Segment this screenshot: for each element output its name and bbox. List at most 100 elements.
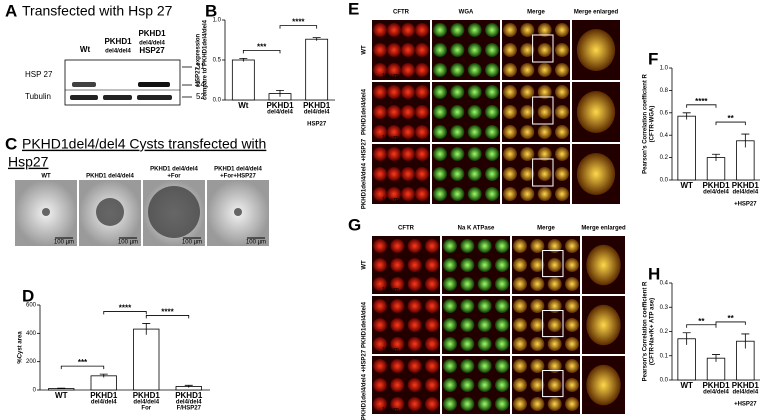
- label: For: [141, 406, 151, 412]
- cell: [485, 147, 499, 161]
- cell: [433, 125, 447, 139]
- cell: [433, 147, 447, 161]
- cell: [450, 125, 465, 139]
- label: Merge: [527, 10, 545, 16]
- cell: [513, 299, 527, 313]
- cell: [425, 239, 439, 253]
- error-bar: [741, 133, 750, 148]
- cell: [520, 23, 535, 37]
- label: ****: [161, 308, 174, 317]
- label: del4/del4: [703, 190, 729, 196]
- cell: [477, 397, 492, 411]
- cell: [401, 85, 415, 99]
- cell: [433, 167, 447, 181]
- cell: [433, 105, 447, 119]
- cell: [460, 318, 475, 332]
- label: 0.1: [660, 353, 669, 359]
- cell: [390, 397, 405, 411]
- cell: [373, 125, 387, 139]
- cyst: [96, 198, 124, 226]
- cell: [520, 85, 535, 99]
- cell: [425, 277, 439, 291]
- cell: [467, 187, 482, 201]
- bar: [133, 328, 160, 391]
- cell: [520, 167, 535, 181]
- cell: [387, 187, 401, 201]
- cell: [530, 378, 545, 392]
- cell: [565, 337, 579, 351]
- cell: [485, 63, 499, 77]
- cell: [513, 397, 527, 411]
- cell: [513, 378, 527, 392]
- label: 1.0: [213, 18, 222, 24]
- cell: [443, 337, 457, 351]
- sig-bracket: [279, 25, 318, 29]
- cell: [547, 277, 562, 291]
- error-bar: [276, 90, 284, 97]
- cell: [467, 23, 482, 37]
- cell: [433, 63, 447, 77]
- cell: [450, 187, 465, 201]
- cell: [401, 43, 415, 57]
- cell: [467, 85, 482, 99]
- label: C: [5, 134, 17, 153]
- label: ****: [292, 18, 305, 27]
- cell: [460, 337, 475, 351]
- cell: [373, 43, 387, 57]
- label: 0.4: [660, 281, 669, 287]
- cell: [407, 337, 422, 351]
- cell: [450, 147, 465, 161]
- bar: [677, 338, 696, 381]
- cell: [513, 239, 527, 253]
- cell: [407, 359, 422, 373]
- cell: [390, 359, 405, 373]
- cell: [503, 125, 517, 139]
- cell: [485, 23, 499, 37]
- cell: [555, 147, 569, 161]
- label: 400: [26, 331, 37, 337]
- cell: [495, 337, 509, 351]
- label: PKHD1: [90, 391, 118, 400]
- band: [103, 95, 132, 100]
- cell: [373, 337, 387, 351]
- label: CFTR: [398, 226, 415, 232]
- label: WT: [41, 174, 51, 180]
- label: F: [648, 49, 658, 68]
- cell: [547, 318, 562, 332]
- cell: [407, 258, 422, 272]
- cell: [520, 187, 535, 201]
- cell: [576, 29, 616, 71]
- cell: [407, 378, 422, 392]
- cell: [387, 147, 401, 161]
- cell: [565, 258, 579, 272]
- label: 0.2: [660, 329, 669, 335]
- sig-bracket: [686, 324, 717, 328]
- cell: [477, 359, 492, 373]
- label: HSP27: [139, 46, 165, 55]
- label: PKHD1: [175, 391, 203, 400]
- cell: [485, 167, 499, 181]
- cell: [520, 105, 535, 119]
- cell: [530, 299, 545, 313]
- cell: [503, 167, 517, 181]
- cell: [477, 318, 492, 332]
- label: 0.2: [660, 155, 669, 161]
- label: WT: [362, 45, 368, 55]
- cell: [401, 187, 415, 201]
- cell: [373, 258, 387, 272]
- label: PKHD1 del4/del4: [150, 167, 198, 173]
- cell: [415, 125, 429, 139]
- band: [72, 82, 96, 87]
- label: 10 µm: [382, 198, 399, 204]
- cell: [373, 147, 387, 161]
- cell: [477, 337, 492, 351]
- cell: [407, 318, 422, 332]
- cell: [467, 147, 482, 161]
- label: (CFTR-Na+/K+ ATP ase): [650, 298, 656, 365]
- roi-box: [532, 158, 554, 187]
- cell: [513, 277, 527, 291]
- cell: [555, 167, 569, 181]
- cell: [576, 153, 616, 195]
- cell: [387, 105, 401, 119]
